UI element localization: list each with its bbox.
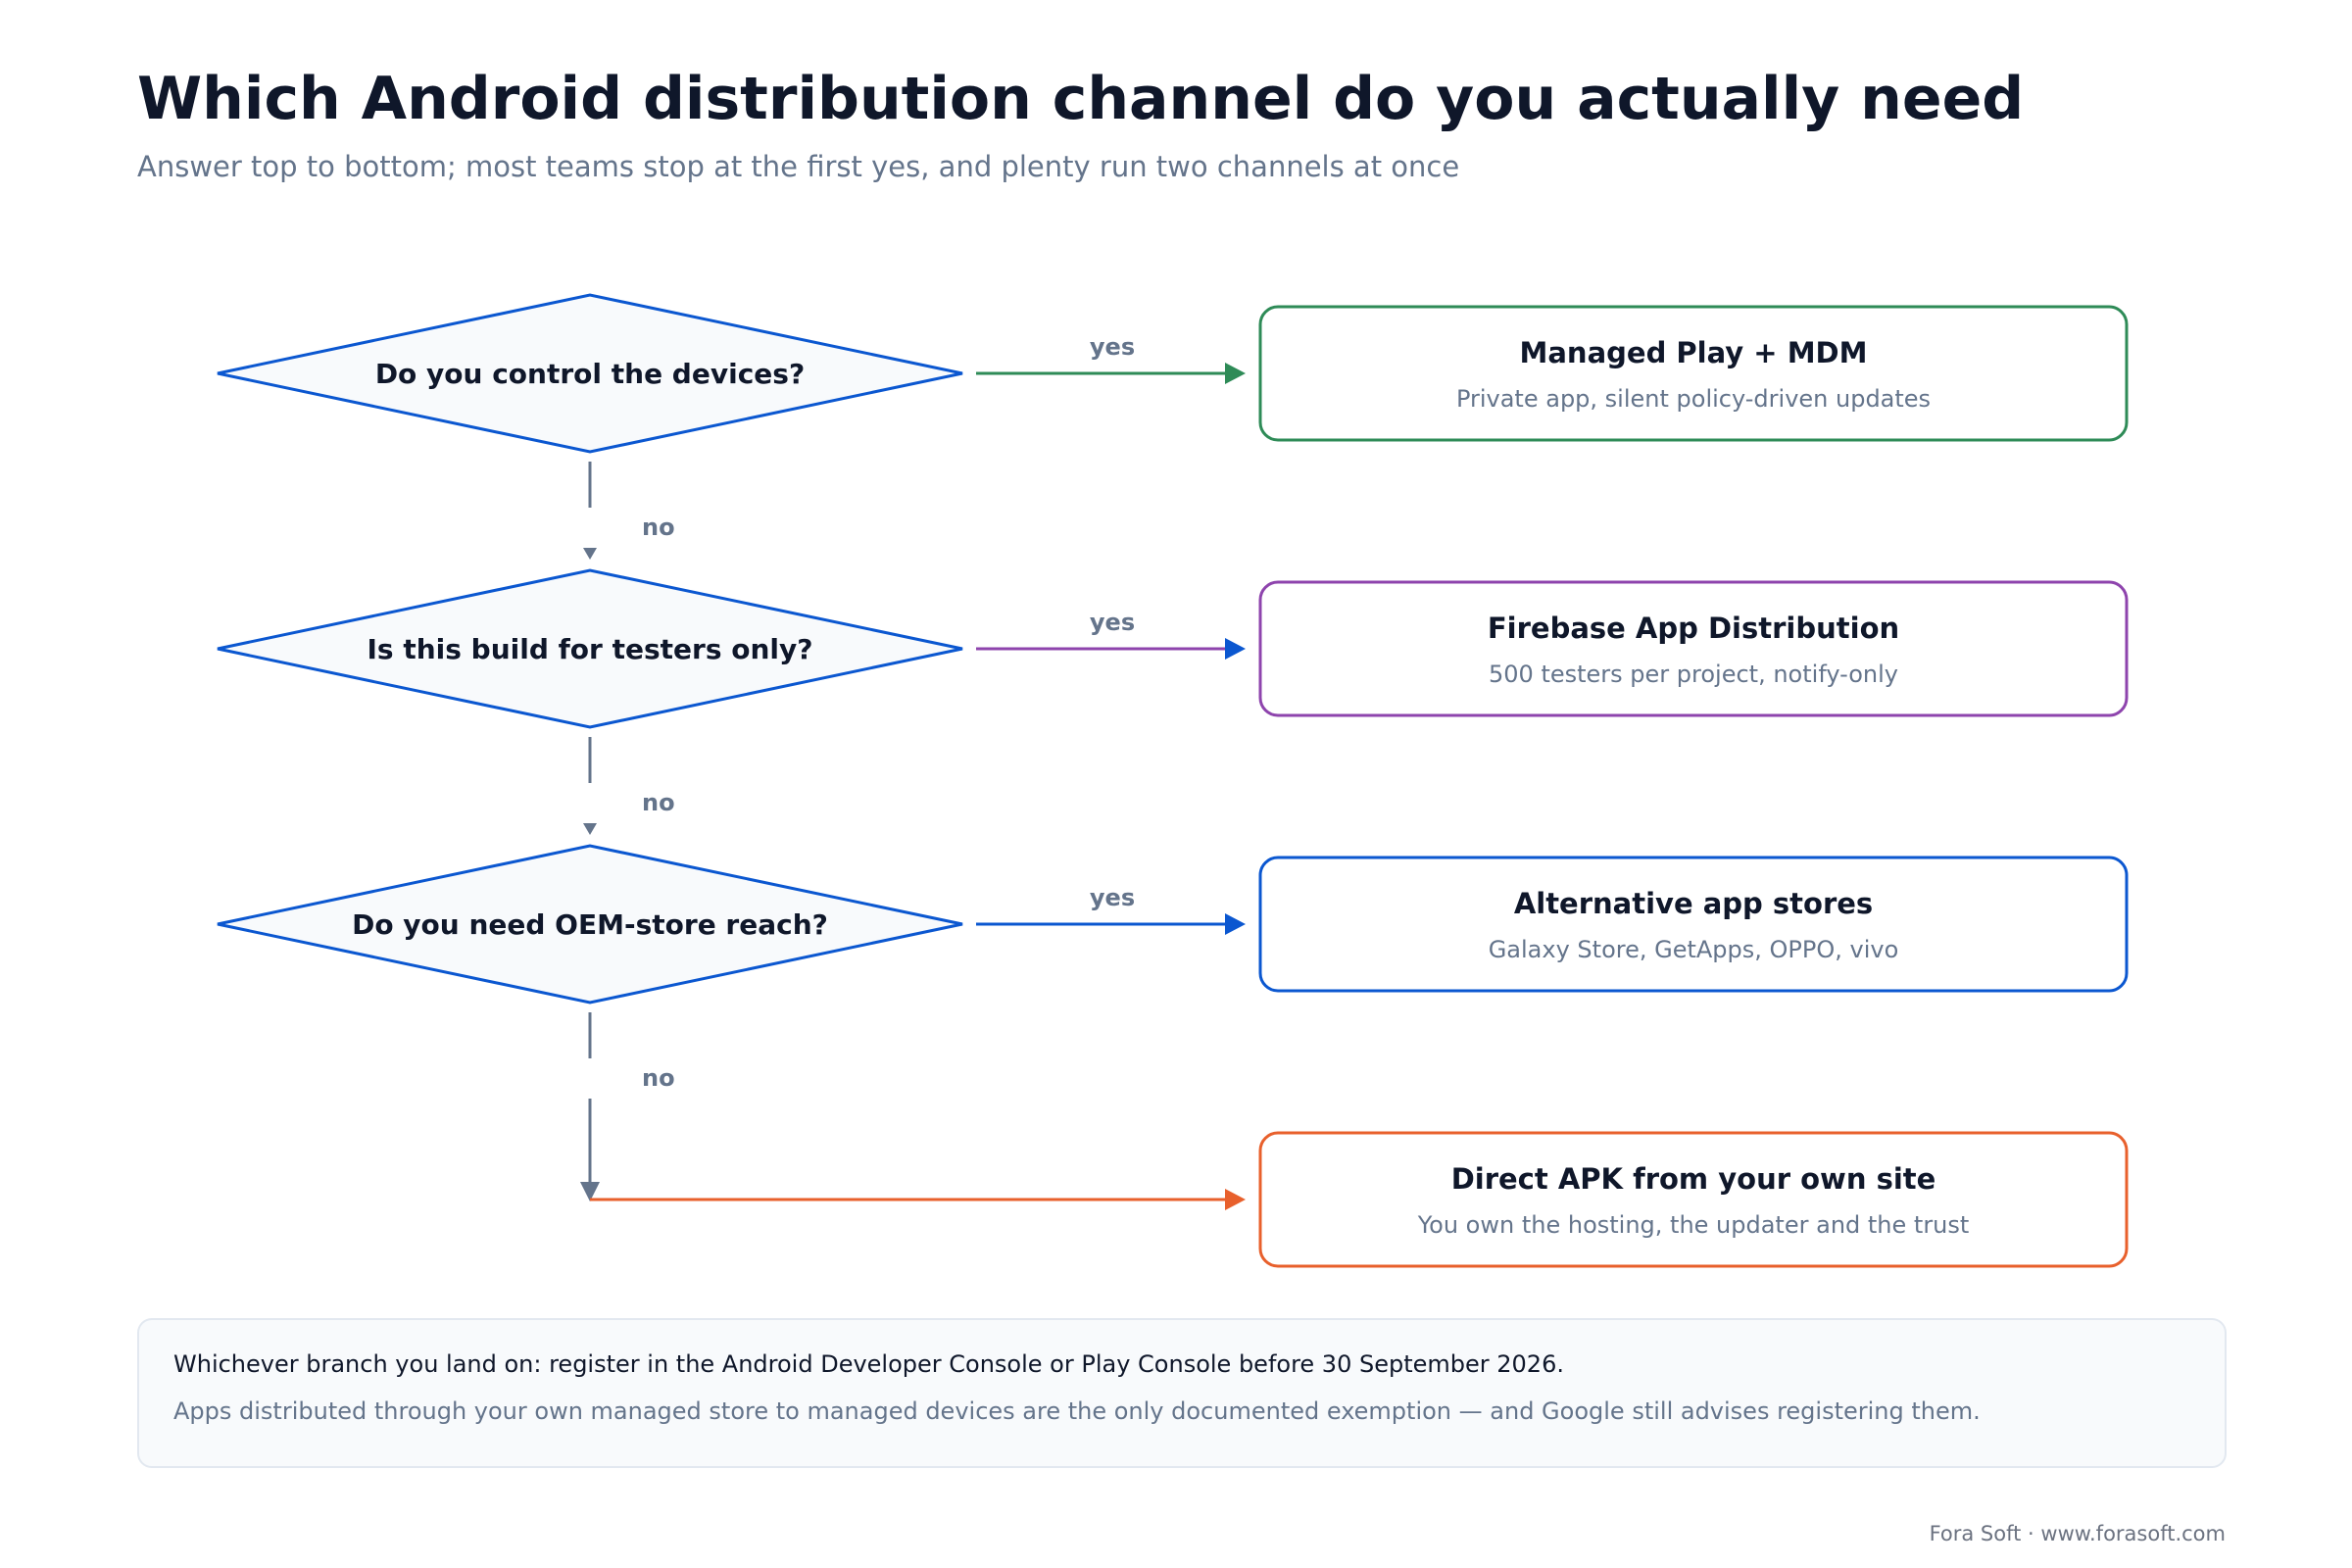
outcome-managed-play: Managed Play + MDM Private app, silent p… [1258,305,2129,442]
no-label-2: no [642,789,675,816]
outcome-subtitle-3: Galaxy Store, GetApps, OPPO, vivo [1489,936,1899,963]
question-text-3: Do you need OEM-store reach? [352,908,828,941]
footer-credit: Fora Soft · www.forasoft.com [1930,1522,2226,1545]
outcome-direct-apk: Direct APK from your own site You own th… [1258,1131,2129,1268]
outcome-box-4 [1258,1131,2129,1268]
outcome-subtitle-1: Private app, silent policy-driven update… [1456,385,1931,413]
yes-arrow-3: yes [976,884,1246,935]
note-main-text: Whichever branch you land on: register i… [173,1350,1564,1378]
outcome-box-3 [1258,856,2129,993]
outcome-title-2: Firebase App Distribution [1488,612,1899,645]
outcome-title-1: Managed Play + MDM [1520,336,1868,369]
fallthrough-arrowhead [1225,1189,1246,1210]
outcome-box-2 [1258,580,2129,717]
yes-arrowhead-3 [1225,913,1246,935]
yes-arrow-2: yes [976,609,1246,660]
yes-arrowhead-1 [1225,363,1246,384]
yes-arrow-1: yes [976,333,1246,384]
outcome-title-4: Direct APK from your own site [1451,1162,1936,1196]
page-title: Which Android distribution channel do yo… [137,65,2024,133]
fallthrough-arrow [590,1189,1246,1210]
question-diamond-1 [217,293,963,454]
question-diamond-2 [217,568,963,729]
outcome-subtitle-2: 500 testers per project, notify-only [1489,661,1898,688]
no-label-1: no [642,514,675,541]
yes-arrowhead-2 [1225,638,1246,660]
no-arrow-3: no [580,1012,675,1201]
outcome-box-1 [1258,305,2129,442]
yes-label-2: yes [1090,609,1135,636]
question-diamond-3 [217,844,963,1004]
yes-label-1: yes [1090,333,1135,361]
outcome-alt-stores: Alternative app stores Galaxy Store, Get… [1258,856,2129,993]
question-node-1: Do you control the devices? [217,293,963,454]
registration-note: Whichever branch you land on: register i… [137,1318,2227,1468]
page-subtitle: Answer top to bottom; most teams stop at… [137,150,1459,183]
no-arrowhead-3 [580,1182,600,1201]
outcome-title-3: Alternative app stores [1514,887,1873,920]
question-node-2: Is this build for testers only? [217,568,963,729]
no-arrow-2: no [583,737,675,835]
question-text-2: Is this build for testers only? [368,633,813,665]
note-sub-text: Apps distributed through your own manage… [173,1397,1981,1425]
no-label-3: no [642,1064,675,1092]
question-text-1: Do you control the devices? [375,358,805,390]
outcome-subtitle-4: You own the hosting, the updater and the… [1417,1211,1970,1239]
no-arrowhead-2 [583,823,597,835]
question-node-3: Do you need OEM-store reach? [217,844,963,1004]
outcome-firebase: Firebase App Distribution 500 testers pe… [1258,580,2129,717]
no-arrowhead-1 [583,548,597,560]
yes-label-3: yes [1090,884,1135,911]
note-box [137,1318,2227,1468]
no-arrow-1: no [583,462,675,560]
